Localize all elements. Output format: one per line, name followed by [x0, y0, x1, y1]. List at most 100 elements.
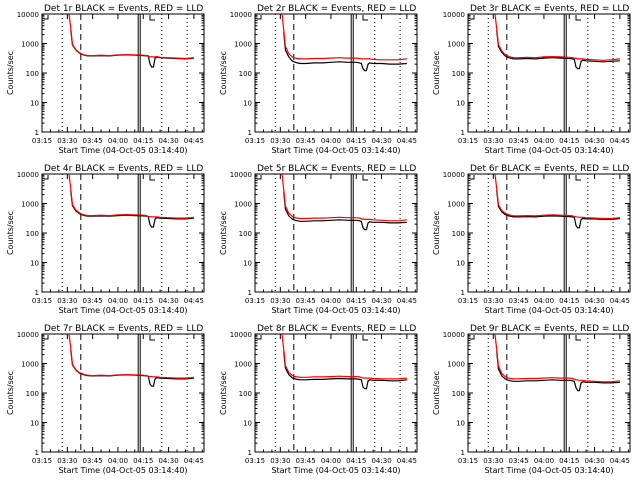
x-tick-label: 04:15 — [133, 457, 153, 465]
plot-frame — [41, 173, 205, 293]
x-tick-label: 04:45 — [397, 457, 417, 465]
lld-series-line — [281, 13, 407, 61]
corner-bracket-marker — [470, 15, 475, 20]
corner-bracket-marker — [470, 335, 475, 340]
corner-bracket-marker — [362, 175, 368, 181]
events-series-line — [283, 351, 407, 390]
x-tick-label: 04:00 — [321, 297, 341, 305]
panel-det-3: Det 3r BLACK = Events, RED = LLD Counts/s… — [432, 4, 631, 155]
lld-series-line — [494, 173, 620, 220]
y-tick-label: 10000 — [17, 171, 39, 179]
y-tick-label: 1 — [248, 129, 252, 137]
events-series-line — [70, 29, 194, 68]
x-tick-label: 04:00 — [108, 297, 128, 305]
y-tick-label: 10 — [456, 100, 465, 108]
x-tick-label: 04:30 — [371, 457, 391, 465]
y-axis-label: Counts/sec — [6, 371, 15, 415]
x-tick-label: 03:15 — [245, 457, 265, 465]
lld-series-line — [281, 173, 407, 222]
y-axis-label: Counts/sec — [6, 51, 15, 95]
corner-bracket-marker — [149, 15, 155, 21]
y-tick-label: 100 — [452, 390, 465, 398]
panel-det-6: Det 6r BLACK = Events, RED = LLD Counts/s… — [432, 164, 631, 315]
panel-title: Det 3r BLACK = Events, RED = LLD — [470, 4, 629, 14]
y-tick-label: 10 — [456, 260, 465, 268]
y-tick-label: 1000 — [447, 41, 465, 49]
x-tick-label: 04:00 — [108, 457, 128, 465]
y-tick-label: 10 — [30, 100, 39, 108]
x-tick-label: 03:30 — [270, 297, 290, 305]
x-tick-label: 03:15 — [32, 137, 52, 145]
y-axis-label: Counts/sec — [219, 211, 228, 255]
x-tick-label: 03:30 — [270, 457, 290, 465]
x-tick-label: 04:30 — [584, 457, 604, 465]
y-tick-label: 10 — [456, 420, 465, 428]
x-tick-label: 03:30 — [270, 137, 290, 145]
y-axis-label: Counts/sec — [432, 211, 441, 255]
x-tick-label: 03:45 — [296, 137, 316, 145]
x-tick-label: 03:45 — [83, 137, 103, 145]
corner-bracket-marker — [149, 175, 155, 181]
y-tick-label: 1 — [461, 129, 465, 137]
corner-bracket-marker — [44, 335, 49, 340]
x-axis-label: Start Time (04-Oct-05 03:14:40) — [58, 466, 187, 475]
corner-bracket-marker — [257, 15, 262, 20]
x-axis-label: Start Time (04-Oct-05 03:14:40) — [58, 306, 187, 315]
plot-frame — [467, 333, 631, 453]
y-tick-label: 100 — [452, 70, 465, 78]
lld-series-line — [494, 13, 620, 61]
x-tick-label: 03:45 — [296, 297, 316, 305]
x-tick-label: 03:45 — [509, 137, 529, 145]
x-tick-label: 04:30 — [584, 297, 604, 305]
panel-title: Det 4r BLACK = Events, RED = LLD — [44, 164, 203, 174]
y-tick-label: 10 — [243, 100, 252, 108]
panel-det-8: Det 8r BLACK = Events, RED = LLD Counts/s… — [219, 324, 418, 475]
events-series-line — [496, 351, 620, 392]
corner-bracket-marker — [149, 335, 155, 341]
x-tick-label: 03:45 — [83, 457, 103, 465]
plot-frame — [41, 333, 205, 453]
events-series-line — [283, 31, 407, 72]
y-tick-label: 1 — [248, 449, 252, 457]
x-tick-label: 04:45 — [184, 297, 204, 305]
plot-frame — [254, 173, 418, 293]
x-tick-label: 04:45 — [610, 137, 630, 145]
y-tick-label: 1000 — [447, 201, 465, 209]
y-axis-label: Counts/sec — [432, 51, 441, 95]
x-tick-label: 04:15 — [133, 137, 153, 145]
y-tick-label: 10000 — [230, 11, 252, 19]
x-tick-label: 03:30 — [483, 137, 503, 145]
x-tick-label: 04:00 — [534, 297, 554, 305]
y-tick-label: 1000 — [21, 361, 39, 369]
y-tick-label: 10000 — [230, 331, 252, 339]
y-tick-label: 100 — [26, 230, 39, 238]
x-tick-label: 03:45 — [509, 457, 529, 465]
x-tick-label: 03:15 — [458, 297, 478, 305]
panel-det-5: Det 5r BLACK = Events, RED = LLD Counts/s… — [219, 164, 418, 315]
y-tick-label: 1000 — [234, 201, 252, 209]
x-tick-label: 04:00 — [321, 137, 341, 145]
x-tick-label: 04:45 — [610, 297, 630, 305]
y-tick-label: 10 — [243, 420, 252, 428]
plot-frame — [254, 333, 418, 453]
x-tick-label: 04:45 — [397, 137, 417, 145]
x-tick-label: 04:15 — [559, 137, 579, 145]
y-tick-label: 1000 — [447, 361, 465, 369]
corner-bracket-marker — [575, 335, 581, 341]
corner-bracket-marker — [362, 15, 368, 21]
y-tick-label: 1000 — [234, 361, 252, 369]
y-axis-label: Counts/sec — [219, 51, 228, 95]
panel-det-2: Det 2r BLACK = Events, RED = LLD Counts/s… — [219, 4, 418, 155]
y-tick-label: 100 — [239, 390, 252, 398]
x-tick-label: 04:30 — [371, 137, 391, 145]
corner-bracket-marker — [257, 335, 262, 340]
y-tick-label: 100 — [26, 70, 39, 78]
y-tick-label: 100 — [239, 230, 252, 238]
y-tick-label: 10 — [243, 260, 252, 268]
plot-frame — [467, 13, 631, 133]
events-series-line — [496, 30, 620, 70]
panel-det-7: Det 7r BLACK = Events, RED = LLD Counts/s… — [6, 324, 205, 475]
y-tick-label: 10 — [30, 260, 39, 268]
panel-title: Det 9r BLACK = Events, RED = LLD — [470, 324, 629, 334]
